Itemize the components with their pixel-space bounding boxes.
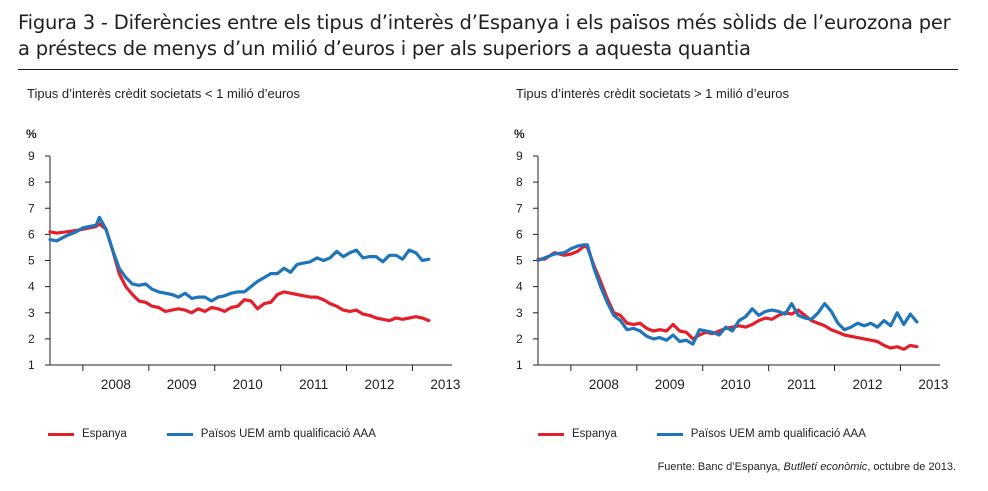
y-tick-label: 4 xyxy=(516,280,523,294)
figure-title: Figura 3 - Diferències entre els tipus d… xyxy=(18,11,951,60)
y-tick-label: 3 xyxy=(28,306,35,320)
x-tick-label: 2012 xyxy=(852,377,882,392)
source-suffix: , octubre de 2013. xyxy=(867,461,956,473)
right-line-chart: % 1 2 3 4 5 6 7 8 9 2008 2009 2010 2011 2012 2013 xyxy=(514,127,948,392)
series-line-spain xyxy=(536,244,919,351)
y-unit-label: % xyxy=(26,127,37,141)
x-tick-label: 2010 xyxy=(721,377,751,392)
right-legend: Espanya Països UEM amb qualificació AAA xyxy=(538,426,906,442)
x-tick-label: 2008 xyxy=(589,377,619,392)
legend-label-aaa: Països UEM amb qualificació AAA xyxy=(690,428,866,440)
legend-item-spain: Espanya xyxy=(48,428,127,440)
x-tick-label: 2011 xyxy=(787,377,816,392)
left-line-chart: % 1 2 3 4 5 6 7 8 9 2008 2009 2010 2011 2012 2013 xyxy=(26,127,460,392)
y-tick-label: 2 xyxy=(28,332,35,346)
y-tick-label: 7 xyxy=(28,201,35,215)
legend-swatch-spain xyxy=(538,432,564,436)
legend-label-spain: Espanya xyxy=(82,428,127,440)
x-tick-label: 2013 xyxy=(430,377,460,392)
y-tick-label: 5 xyxy=(28,254,35,268)
y-tick-label: 1 xyxy=(516,358,523,372)
x-tick-label: 2009 xyxy=(167,377,197,392)
y-tick-label: 8 xyxy=(28,175,35,189)
legend-item-aaa: Països UEM amb qualificació AAA xyxy=(656,428,866,440)
y-tick-label: 5 xyxy=(516,254,523,268)
right-chart-title: Tipus d’interès crèdit societats > 1 mil… xyxy=(516,86,789,101)
source-publication: Butlletí econòmic xyxy=(783,461,868,473)
legend-label-spain: Espanya xyxy=(572,428,617,440)
y-unit-label: % xyxy=(514,127,525,141)
series-line-aaa xyxy=(48,215,431,303)
legend-swatch-aaa xyxy=(166,432,193,436)
left-legend: Espanya Països UEM amb qualificació AAA xyxy=(48,426,416,442)
legend-item-spain: Espanya xyxy=(538,428,617,440)
source-note: Fuente: Banc d’Espanya, Butlletí econòmi… xyxy=(658,461,956,473)
series-line-spain xyxy=(48,222,431,323)
x-tick-label: 2009 xyxy=(655,377,685,392)
x-tick-label: 2011 xyxy=(299,377,328,392)
legend-swatch-aaa xyxy=(656,432,683,436)
y-tick-label: 9 xyxy=(28,149,35,163)
x-tick-label: 2010 xyxy=(233,377,263,392)
x-tick-label: 2008 xyxy=(101,377,131,392)
y-tick-label: 8 xyxy=(516,175,523,189)
legend-swatch-spain xyxy=(48,432,74,436)
y-tick-label: 6 xyxy=(516,227,523,241)
y-tick-label: 2 xyxy=(516,332,523,346)
y-tick-label: 1 xyxy=(28,358,35,372)
left-chart-title: Tipus d’interès crèdit societats < 1 mil… xyxy=(27,86,300,101)
x-tick-label: 2013 xyxy=(918,377,948,392)
y-tick-label: 3 xyxy=(516,306,523,320)
y-tick-label: 6 xyxy=(28,227,35,241)
source-prefix: Fuente: Banc d’Espanya, xyxy=(657,461,784,473)
title-divider xyxy=(18,69,958,70)
y-tick-label: 4 xyxy=(28,280,35,294)
legend-item-aaa: Països UEM amb qualificació AAA xyxy=(166,428,376,440)
x-tick-label: 2012 xyxy=(364,377,394,392)
series-line-aaa xyxy=(536,243,919,346)
y-tick-label: 7 xyxy=(516,201,523,215)
y-tick-label: 9 xyxy=(516,149,523,163)
legend-label-aaa: Països UEM amb qualificació AAA xyxy=(200,428,376,440)
